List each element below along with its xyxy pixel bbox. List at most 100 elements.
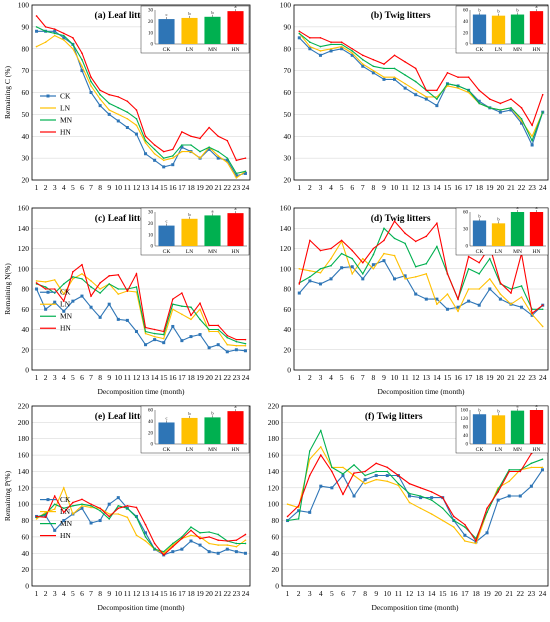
point-MN: [297, 518, 300, 520]
x-tick-label: 6: [341, 589, 345, 598]
y-tick-label: 200: [268, 418, 280, 427]
x-tick-label: 16: [169, 589, 177, 598]
x-tick-label: 12: [133, 183, 141, 192]
y-tick-label: 180: [268, 434, 280, 443]
point-MN: [62, 507, 65, 510]
point-CK: [180, 547, 184, 551]
point-MN: [53, 32, 56, 35]
point-HN: [393, 54, 396, 57]
inset-sig-letter: a: [536, 403, 538, 408]
legend-label-CK: CK: [60, 495, 71, 504]
point-HN: [372, 247, 375, 250]
point-CK: [44, 307, 48, 311]
point-HN: [508, 470, 511, 473]
point-MN: [478, 102, 481, 105]
point-MN: [541, 111, 544, 113]
y-tick-label: 180: [18, 434, 30, 443]
point-LN: [298, 267, 301, 270]
point-LN: [464, 540, 466, 542]
point-HN: [430, 491, 433, 493]
point-CK: [498, 110, 502, 114]
point-CK: [234, 348, 238, 352]
point-HN: [117, 507, 120, 510]
point-HN: [375, 462, 378, 465]
point-MN: [319, 429, 322, 432]
y-tick-label: 60: [22, 532, 30, 541]
point-MN: [72, 276, 74, 278]
point-CK: [414, 292, 418, 296]
point-CK: [207, 550, 211, 554]
point-MN: [199, 532, 201, 534]
inset-bar-chart: 0 10 20 30 c CK b LN b MN a HN: [140, 4, 250, 54]
point-HN: [153, 542, 156, 545]
x-tick-label: 19: [196, 589, 204, 598]
point-MN: [351, 257, 354, 260]
inset-bar-chart: 0 20 40 60 b CK b LN b MN a HN: [455, 4, 549, 54]
panel-title: (e) Leaf litters: [95, 411, 153, 422]
legend-marker-CK: [46, 94, 50, 98]
x-tick-label: 13: [423, 373, 431, 382]
x-tick-label: 11: [402, 373, 409, 382]
point-HN: [441, 496, 444, 499]
inset-y-tick: 120: [461, 417, 469, 422]
point-LN: [117, 513, 120, 515]
point-HN: [235, 338, 238, 341]
x-tick-label: 8: [372, 183, 376, 192]
point-CK: [35, 287, 39, 291]
legend-label-HN: HN: [60, 324, 71, 333]
point-LN: [144, 540, 147, 542]
point-LN: [436, 303, 438, 305]
inset-category-label: HN: [232, 249, 240, 255]
y-tick-label: 140: [268, 467, 280, 476]
point-CK: [297, 509, 301, 513]
x-tick-label: 20: [205, 183, 213, 192]
point-MN: [464, 526, 466, 528]
point-LN: [425, 96, 428, 98]
x-tick-label: 2: [308, 183, 312, 192]
point-LN: [126, 117, 129, 120]
y-axis-label: Remaining N(%): [3, 263, 12, 315]
point-HN: [319, 249, 322, 252]
point-HN: [351, 249, 354, 252]
point-MN: [162, 550, 165, 553]
x-tick-label: 11: [124, 373, 131, 382]
point-MN: [531, 139, 533, 142]
inset-sig-letter: b: [188, 11, 191, 16]
point-LN: [375, 478, 378, 481]
point-LN: [446, 293, 449, 295]
point-HN: [171, 148, 174, 151]
point-HN: [541, 304, 544, 307]
point-LN: [286, 503, 289, 505]
point-MN: [126, 507, 129, 510]
x-tick-label: 7: [352, 589, 356, 598]
point-MN: [308, 450, 311, 452]
y-tick-label: 50: [22, 110, 30, 119]
y-tick-label: 100: [280, 264, 292, 273]
inset-category-label: CK: [163, 447, 171, 453]
point-HN: [99, 89, 101, 92]
point-LN: [446, 85, 449, 87]
y-tick-label: 80: [22, 516, 30, 525]
point-MN: [414, 265, 417, 268]
inset-bar-CK: [158, 225, 175, 246]
x-tick-label: 6: [350, 373, 354, 382]
point-CK: [189, 539, 193, 543]
point-HN: [90, 295, 92, 297]
point-CK: [435, 104, 439, 108]
inset-bar-CK: [472, 414, 487, 444]
point-LN: [475, 542, 477, 545]
inset-category-label: MN: [208, 47, 217, 53]
point-MN: [414, 80, 417, 83]
inset-category-label: MN: [208, 249, 217, 255]
y-tick-label: 80: [22, 285, 30, 294]
point-HN: [404, 232, 406, 235]
point-CK: [216, 156, 220, 160]
y-tick-label: 160: [280, 204, 292, 213]
y-tick-label: 60: [284, 88, 292, 97]
point-HN: [90, 503, 92, 505]
point-MN: [541, 458, 544, 460]
